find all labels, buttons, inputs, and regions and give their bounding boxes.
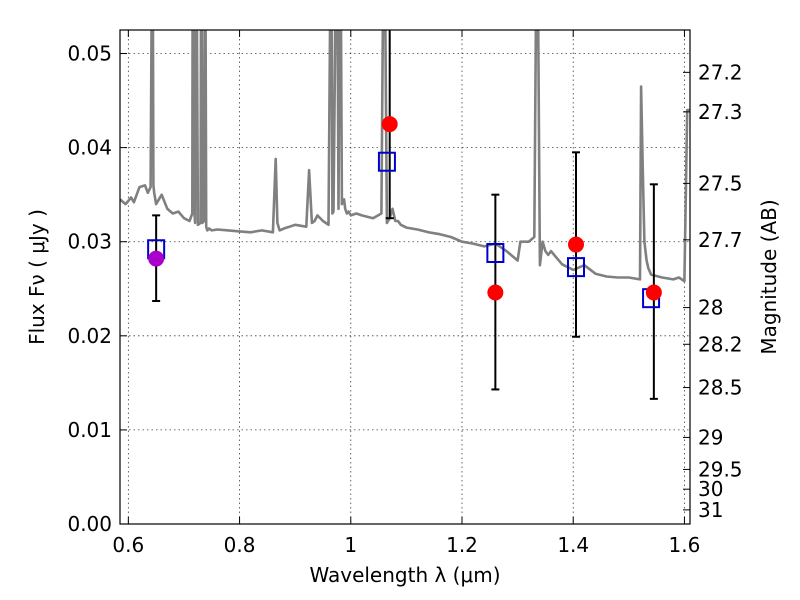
x-tick-label: 0.8 [224, 533, 256, 557]
observed-flux-point [381, 116, 398, 133]
spectrum-layer [120, 30, 690, 283]
observed-flux-point [487, 284, 504, 301]
observed-flux-point [568, 236, 584, 253]
right-axis-title: Magnitude (AB) [757, 199, 781, 354]
y-tick-label: 0.05 [67, 42, 112, 66]
synthetic-flux-square [377, 151, 396, 172]
right-tick-label: 27.3 [698, 100, 743, 124]
errorbar-layer [152, 30, 658, 400]
points-layer [147, 116, 662, 309]
right-tick-label: 28 [698, 296, 723, 320]
y-tick-label: 0.01 [67, 418, 112, 442]
observed-flux-point [148, 250, 165, 267]
y-tick-label: 0.04 [67, 136, 112, 160]
tick-layer: 0.6 0.8 1 1.2 1.4 1.6 0.00 0.01 0.02 0.03 0.04 0.05… [67, 30, 743, 557]
plot-frame [119, 29, 691, 525]
right-tick-label: 30 [698, 477, 723, 501]
synthetic-flux-square [567, 257, 585, 278]
y-tick-label: 0.03 [67, 230, 112, 254]
synthetic-flux-square [486, 243, 505, 264]
right-tick-label: 29.5 [698, 457, 743, 481]
x-tick-label: 0.6 [112, 533, 144, 557]
observed-flux-point [645, 284, 662, 301]
x-tick-label: 1.2 [446, 533, 478, 557]
model-spectrum-line [120, 30, 690, 283]
right-tick-label: 31 [698, 498, 723, 522]
right-tick-label: 28.2 [698, 332, 743, 356]
x-axis-title: Wavelength λ (μm) [309, 563, 500, 587]
right-tick-label: 27.7 [698, 228, 743, 252]
y-axis-title: Flux Fν ( μJy ) [25, 209, 49, 345]
x-tick-label: 1.4 [557, 533, 589, 557]
x-tick-label: 1.6 [669, 533, 701, 557]
y-tick-label: 0.02 [67, 324, 112, 348]
right-tick-label: 28.5 [698, 376, 743, 400]
right-tick-label: 27.2 [698, 60, 743, 84]
x-tick-label: 1 [344, 533, 357, 557]
right-tick-label: 29 [698, 425, 723, 449]
y-tick-label: 0.00 [67, 512, 112, 536]
right-tick-label: 27.5 [698, 171, 743, 195]
